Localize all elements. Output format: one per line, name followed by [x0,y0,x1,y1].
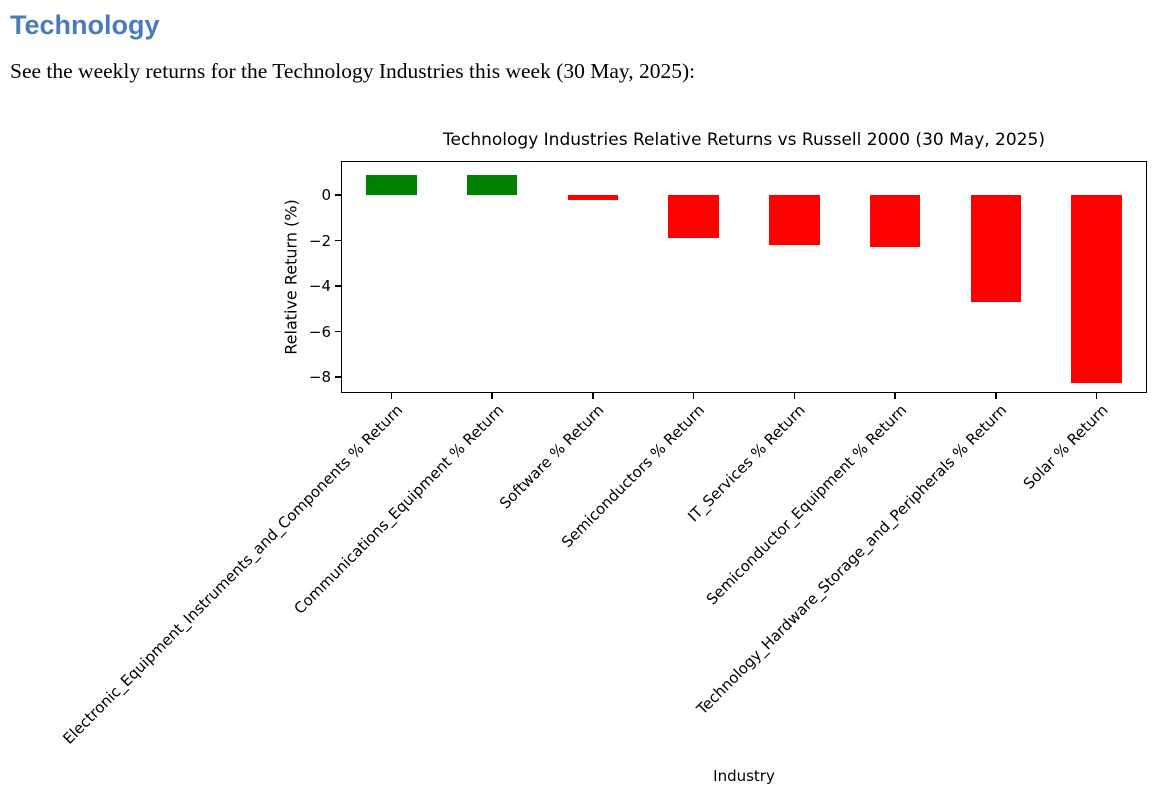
y-tick-label: 0 [321,186,331,205]
y-tick-label: −6 [308,322,331,341]
bar [366,174,417,196]
y-tick-label: −2 [308,231,331,250]
y-tick [335,330,341,333]
y-tick [335,239,341,242]
page-title: Technology [10,10,160,40]
intro-text: See the weekly returns for the Technolog… [10,59,696,83]
x-axis-label: Industry [713,767,775,785]
x-tick [592,393,594,399]
x-tick [692,393,695,399]
y-tick-label: −8 [308,368,331,387]
x-tick-label: Electronic_Equipment_Instruments_and_Com… [59,401,407,748]
x-tick-label: Solar % Return [1019,401,1112,493]
x-tick [1095,393,1098,399]
bar [567,195,619,200]
bar [769,195,820,246]
bar [668,195,719,239]
x-tick-label: Semiconductor_Equipment % Return [702,401,910,609]
chart-title: Technology Industries Relative Returns v… [443,130,1045,150]
bar [970,195,1022,302]
bar [466,175,518,196]
x-tick [995,393,997,399]
y-tick [335,194,341,196]
x-tick-label: Communications_Equipment % Return [290,401,507,618]
y-tick [335,285,341,287]
x-tick [390,393,393,399]
x-tick-label: Software % Return [496,401,608,513]
x-tick [894,393,896,399]
y-tick [335,376,341,378]
bar [869,195,921,248]
x-tick [491,393,493,399]
x-tick [793,393,796,399]
y-tick-label: −4 [308,277,331,296]
plot-area [341,161,1147,393]
bar [1071,195,1122,383]
